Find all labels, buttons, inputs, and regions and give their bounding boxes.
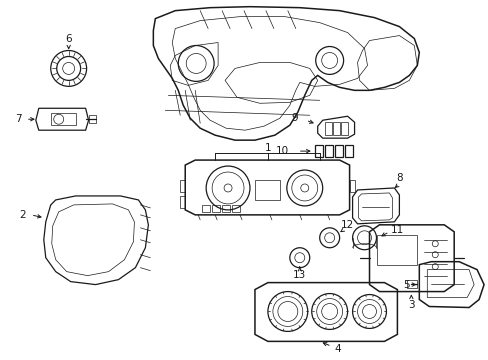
Text: 4: 4	[334, 345, 340, 354]
Text: 6: 6	[65, 33, 72, 44]
Text: 1: 1	[264, 143, 271, 153]
Text: 13: 13	[293, 270, 306, 280]
Text: 10: 10	[276, 146, 289, 156]
Text: 7: 7	[16, 114, 22, 124]
Text: 9: 9	[291, 113, 298, 123]
Text: 2: 2	[20, 210, 26, 220]
Text: 5: 5	[402, 280, 409, 289]
Text: 11: 11	[390, 225, 403, 235]
Text: 12: 12	[340, 220, 353, 230]
Text: 3: 3	[407, 300, 414, 310]
Text: 8: 8	[395, 173, 402, 183]
